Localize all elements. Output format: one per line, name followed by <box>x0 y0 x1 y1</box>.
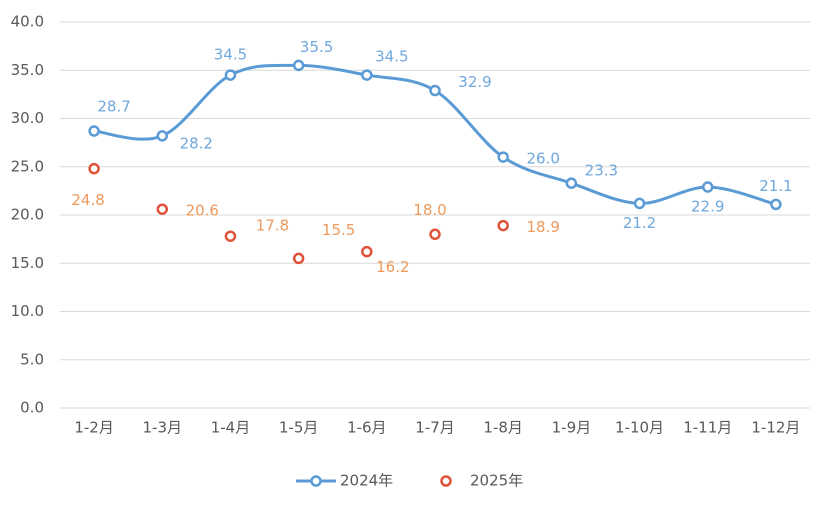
marker <box>88 162 100 175</box>
y-tick-label: 35.0 <box>11 61 44 79</box>
data-label: 18.9 <box>526 218 559 236</box>
data-label: 32.9 <box>458 73 491 91</box>
x-tick-label: 1-6月 <box>347 419 387 437</box>
data-label: 35.5 <box>300 38 333 56</box>
marker <box>361 69 373 81</box>
marker <box>770 198 782 211</box>
y-tick-label: 0.0 <box>20 399 44 417</box>
marker <box>633 197 646 210</box>
marker <box>429 84 441 97</box>
data-label: 34.5 <box>214 46 247 64</box>
marker <box>156 203 169 215</box>
data-label: 28.7 <box>97 98 130 116</box>
data-label: 24.8 <box>71 191 104 209</box>
marker <box>156 130 169 142</box>
x-tick-label: 1-8月 <box>483 419 523 437</box>
marker <box>701 181 714 193</box>
marker <box>497 151 509 163</box>
x-tick-label: 1-12月 <box>751 419 800 437</box>
marker <box>88 125 100 137</box>
marker <box>429 228 441 241</box>
legend-label: 2025年 <box>470 472 523 490</box>
data-label: 21.1 <box>759 177 792 195</box>
data-label: 18.0 <box>413 201 446 219</box>
data-label: 21.2 <box>623 214 656 232</box>
x-tick-label: 1-11月 <box>683 419 732 437</box>
data-label: 28.2 <box>180 134 213 152</box>
x-tick-label: 1-2月 <box>74 419 114 437</box>
data-label: 15.5 <box>322 221 355 239</box>
x-tick-label: 1-7月 <box>415 419 455 437</box>
y-tick-label: 30.0 <box>11 109 44 127</box>
data-label: 20.6 <box>186 202 219 220</box>
legend-marker <box>310 475 322 487</box>
y-tick-label: 15.0 <box>11 254 44 272</box>
marker <box>361 245 373 258</box>
y-tick-label: 5.0 <box>20 350 44 368</box>
data-label: 16.2 <box>376 258 409 276</box>
marker <box>565 177 578 189</box>
legend-marker <box>440 475 452 487</box>
y-tick-label: 20.0 <box>11 206 44 224</box>
marker <box>292 59 305 72</box>
marker <box>292 252 305 265</box>
x-tick-label: 1-3月 <box>143 419 183 437</box>
y-tick-label: 10.0 <box>11 302 44 320</box>
data-label: 23.3 <box>585 162 618 180</box>
data-label: 26.0 <box>526 150 559 168</box>
x-tick-label: 1-10月 <box>615 419 664 437</box>
data-label: 34.5 <box>375 48 408 66</box>
x-tick-label: 1-9月 <box>552 419 592 437</box>
y-tick-label: 40.0 <box>11 13 44 31</box>
marker <box>497 219 509 232</box>
marker <box>224 230 237 242</box>
data-label: 22.9 <box>691 198 724 216</box>
marker <box>224 69 237 81</box>
x-tick-label: 1-4月 <box>211 419 251 437</box>
x-tick-label: 1-5月 <box>279 419 319 437</box>
legend-label: 2024年 <box>340 472 393 490</box>
y-tick-label: 25.0 <box>11 157 44 175</box>
data-label: 17.8 <box>256 217 289 235</box>
